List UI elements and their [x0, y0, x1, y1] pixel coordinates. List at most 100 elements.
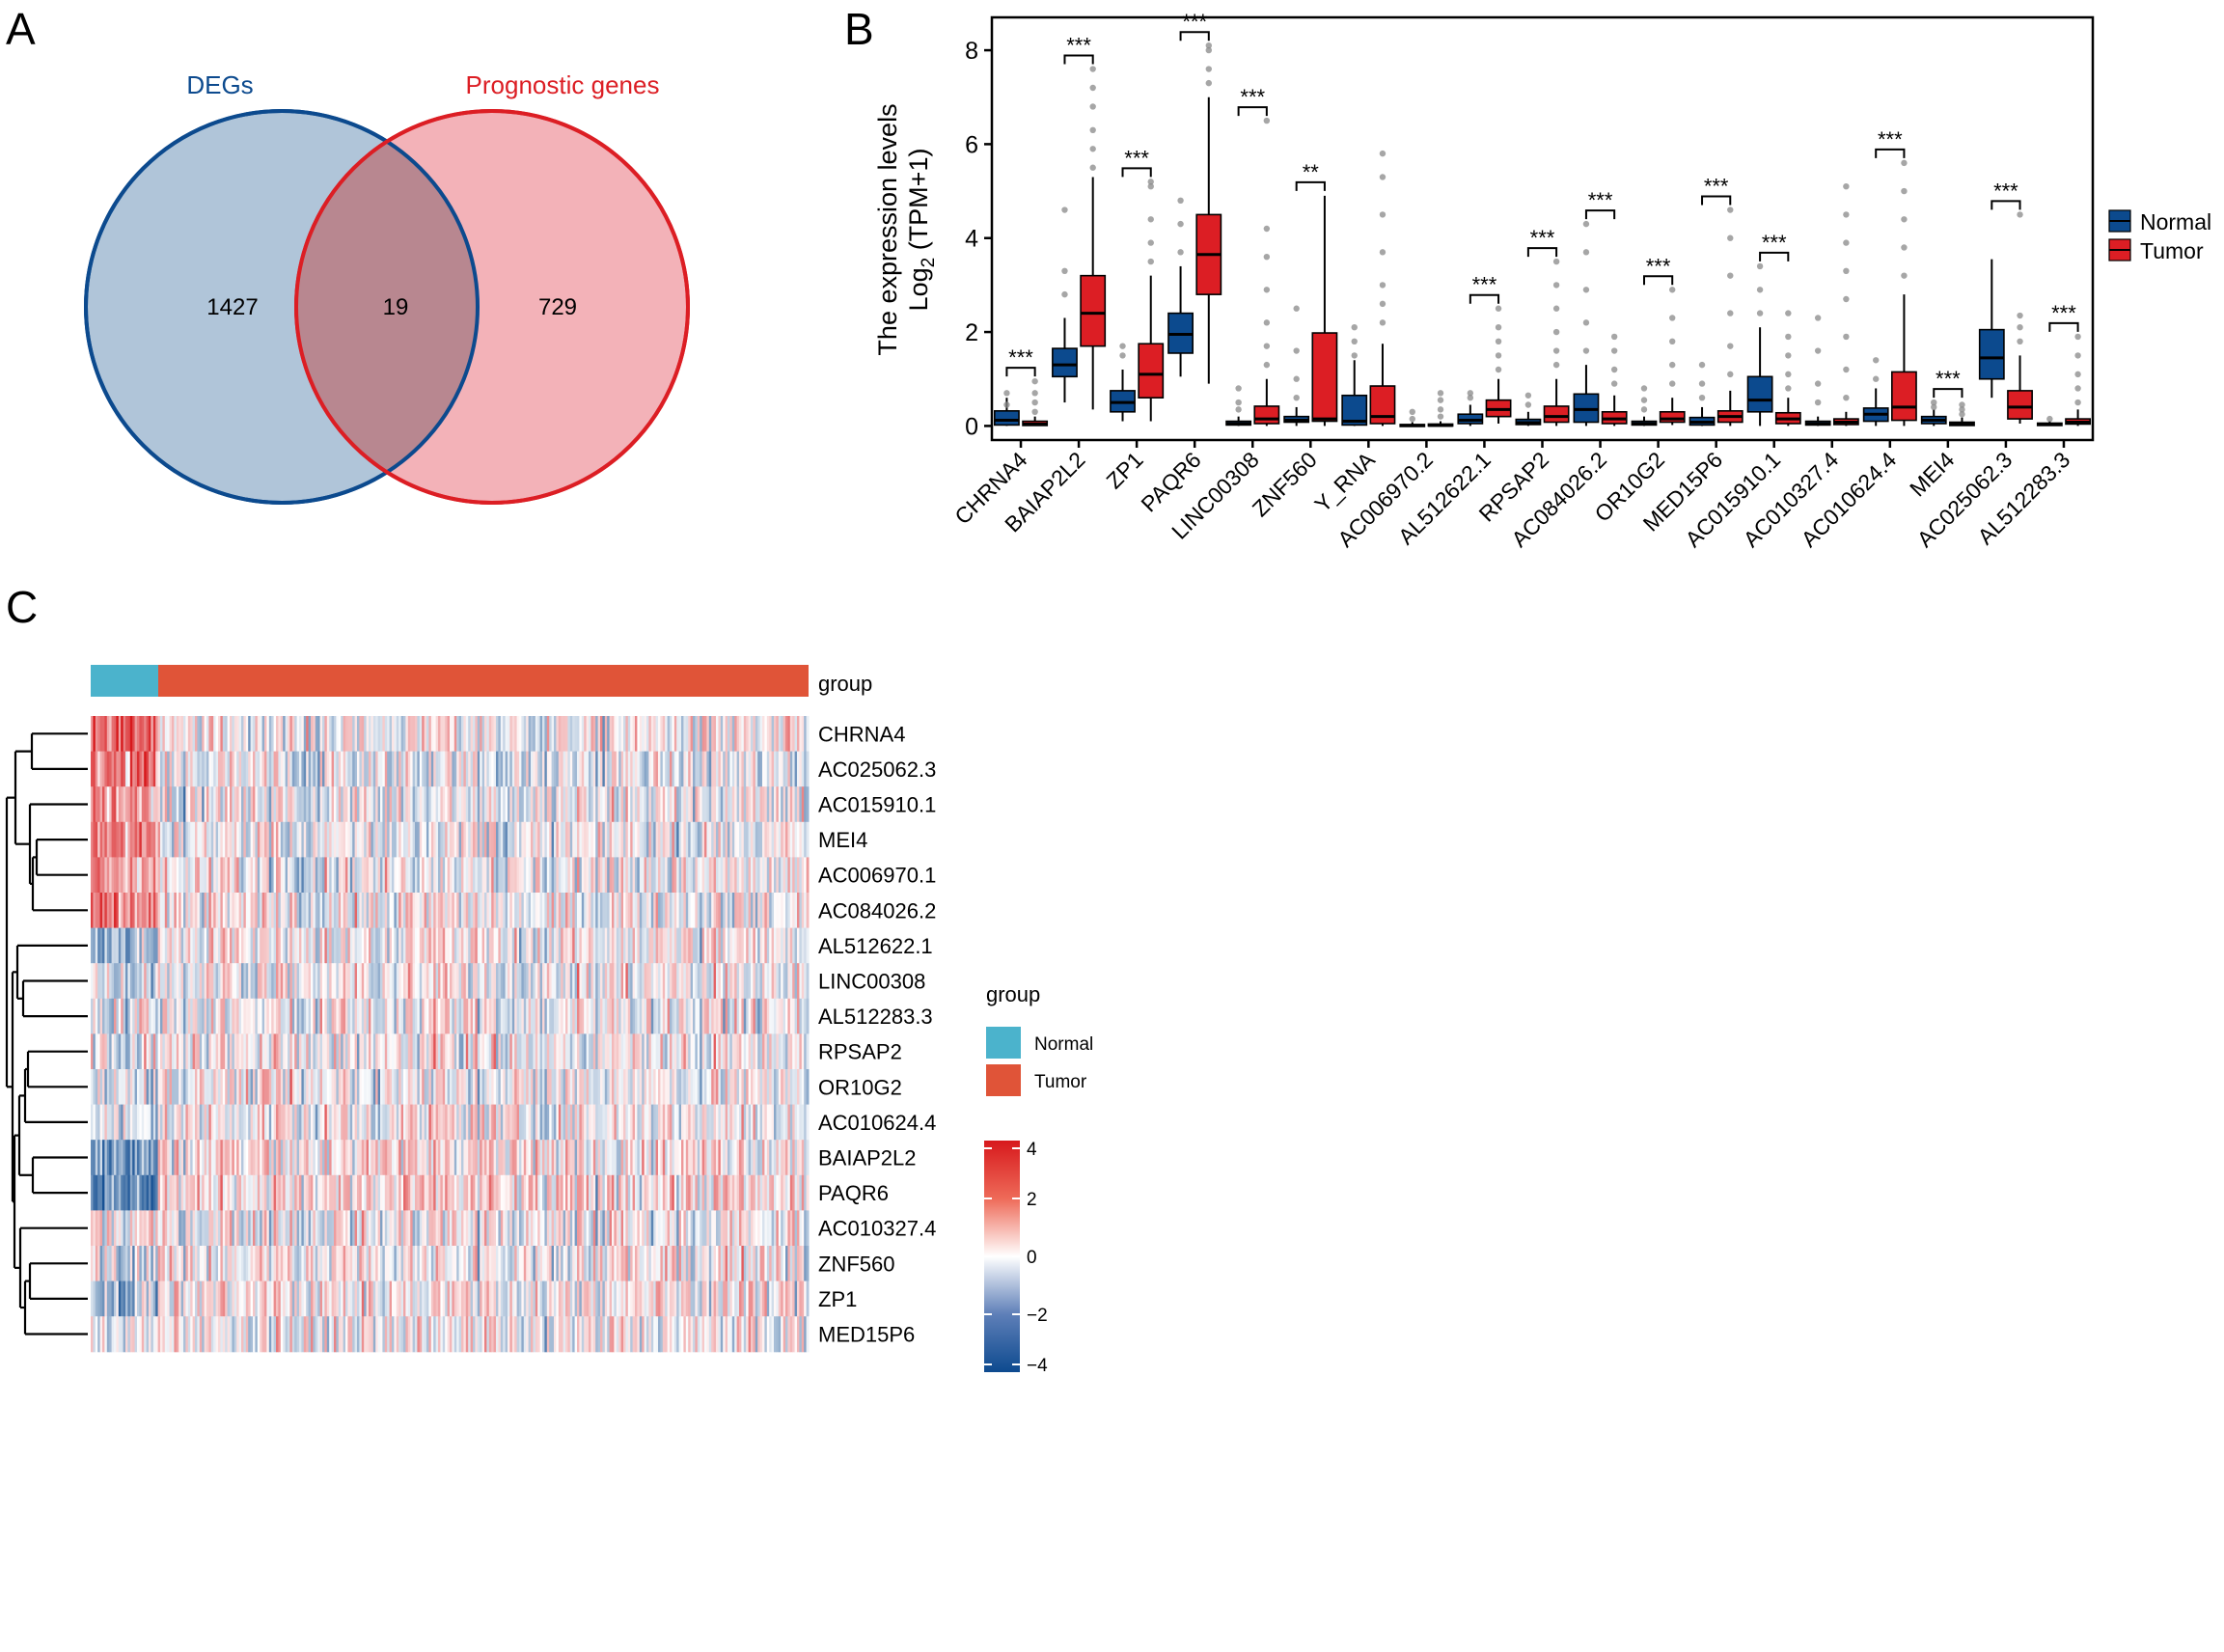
- heatmap-cell: [149, 1033, 151, 1070]
- heatmap-cell: [579, 1069, 583, 1106]
- heatmap-cell: [728, 927, 730, 964]
- heatmap-cell: [306, 1069, 310, 1106]
- heatmap-cell: [308, 857, 312, 894]
- heatmap-cell: [646, 821, 649, 858]
- gene-group: ***: [1862, 127, 1917, 427]
- heatmap-cell: [199, 1033, 203, 1070]
- heatmap-cell: [450, 786, 453, 823]
- heatmap-cell: [493, 1174, 497, 1211]
- heatmap-cell: [280, 1210, 284, 1247]
- heatmap-cell: [658, 1069, 661, 1106]
- heatmap-cell: [567, 1210, 571, 1247]
- sig-label: ***: [1008, 345, 1033, 370]
- heatmap-cell: [433, 1174, 437, 1211]
- heatmap-cell: [708, 1104, 712, 1141]
- heatmap-cell: [783, 1174, 786, 1211]
- heatmap-cell: [753, 998, 756, 1034]
- heatmap-cell: [794, 857, 798, 894]
- heatmap-cell: [589, 716, 591, 753]
- heatmap-cell: [394, 1174, 398, 1211]
- heatmap-cell: [137, 893, 140, 929]
- heatmap-cell: [394, 927, 398, 964]
- heatmap-cell: [581, 963, 585, 1000]
- heatmap-cell: [627, 1033, 631, 1070]
- heatmap-cell: [463, 821, 467, 858]
- heatmap-cell: [789, 1174, 793, 1211]
- heatmap-cell: [673, 1033, 677, 1070]
- normal-outlier: [1873, 357, 1880, 364]
- heatmap-cell: [584, 998, 588, 1034]
- heatmap-cell: [218, 716, 221, 753]
- heatmap-cell: [248, 998, 252, 1034]
- heatmap-cell: [736, 857, 740, 894]
- heatmap-cell: [616, 927, 619, 964]
- heatmap-cell: [632, 1104, 636, 1141]
- heatmap-cell: [192, 821, 196, 858]
- heatmap-cell: [586, 821, 590, 858]
- tumor-box: [1543, 405, 1570, 424]
- heatmap-cell: [644, 998, 647, 1034]
- heatmap-cell: [118, 1069, 122, 1106]
- heatmap-cell: [639, 998, 643, 1034]
- heatmap-cell: [276, 1033, 279, 1070]
- heatmap-cell: [660, 786, 664, 823]
- heatmap-cell: [236, 927, 240, 964]
- heatmap-cell: [665, 716, 669, 753]
- heatmap-cell: [387, 857, 391, 894]
- heatmap-cell: [685, 893, 689, 929]
- heatmap-cell: [797, 1174, 800, 1211]
- heatmap-cell: [558, 963, 562, 1000]
- heatmap-cell: [565, 786, 568, 823]
- heatmap-cell: [771, 751, 775, 787]
- heatmap-cell: [283, 786, 287, 823]
- heatmap-cell: [653, 1104, 657, 1141]
- heatmap-cell: [486, 893, 490, 929]
- heatmap-cell: [266, 1033, 270, 1070]
- heatmap-cell: [697, 1104, 700, 1141]
- heatmap-cell: [503, 893, 507, 929]
- heatmap-cell: [595, 998, 599, 1034]
- heatmap-cell: [595, 1104, 599, 1141]
- tumor-outlier: [1843, 267, 1850, 274]
- heatmap-cell: [347, 893, 351, 929]
- heatmap-cell: [678, 716, 682, 753]
- heatmap-cell: [238, 1033, 242, 1070]
- heatmap-cell: [480, 1210, 483, 1247]
- normal-outlier: [1931, 403, 1937, 411]
- heatmap-cell: [533, 927, 536, 964]
- heatmap-cell: [250, 786, 254, 823]
- heatmap-cell: [794, 786, 798, 823]
- heatmap-cell: [718, 963, 722, 1000]
- heatmap-cell: [463, 1104, 467, 1141]
- heatmap-cell: [595, 1174, 599, 1211]
- heatmap-cell: [387, 998, 391, 1034]
- heatmap-cell: [225, 821, 229, 858]
- heatmap-cell: [419, 1033, 423, 1070]
- heatmap-cell: [377, 963, 381, 1000]
- heatmap-cell: [572, 786, 576, 823]
- heatmap-cell: [785, 1033, 788, 1070]
- heatmap-cell: [95, 1140, 98, 1176]
- heatmap-cell: [561, 1069, 564, 1106]
- heatmap-cell: [155, 893, 159, 929]
- heatmap-cell: [690, 821, 694, 858]
- heatmap-cell: [579, 1140, 583, 1176]
- heatmap-cell: [546, 857, 550, 894]
- heatmap-cell: [109, 1210, 113, 1247]
- heatmap-cell: [544, 716, 548, 753]
- heatmap-cell: [111, 1069, 115, 1106]
- heatmap-cell: [725, 1069, 728, 1106]
- heatmap-cell: [106, 716, 110, 753]
- heatmap-cell: [248, 857, 252, 894]
- heatmap-cell: [458, 821, 462, 858]
- heatmap-cell: [673, 893, 677, 929]
- tumor-outlier: [1263, 225, 1271, 233]
- heatmap-cell: [577, 998, 580, 1034]
- heatmap-cell: [139, 1140, 143, 1176]
- heatmap-cell: [366, 751, 370, 787]
- heatmap-cell: [753, 751, 756, 787]
- heatmap-cell: [688, 857, 692, 894]
- heatmap-cell: [672, 963, 675, 1000]
- heatmap-cell: [734, 1104, 738, 1141]
- heatmap-cell: [91, 1069, 94, 1106]
